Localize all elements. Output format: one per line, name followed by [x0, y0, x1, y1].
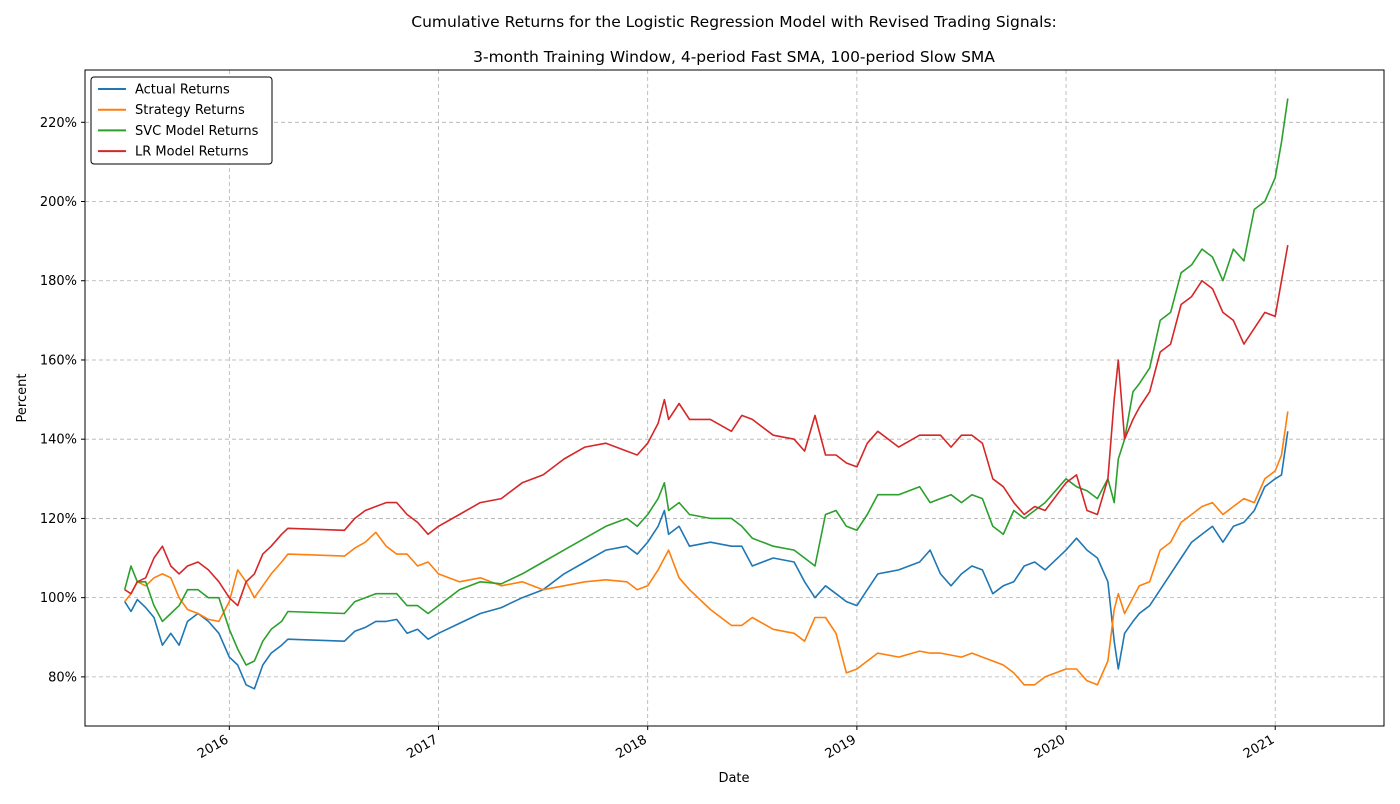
y-tick-label: 160% [40, 353, 77, 368]
series-line-strategy-returns [124, 411, 1289, 686]
chart-title-line-1: Cumulative Returns for the Logistic Regr… [411, 13, 1057, 31]
y-tick-label: 180% [40, 274, 77, 289]
y-tick-label: 120% [40, 512, 77, 527]
y-tick-label: 200% [40, 195, 77, 210]
y-tick-label: 140% [40, 433, 77, 448]
legend-label-actual-returns: Actual Returns [135, 83, 230, 98]
chart-title-line-2: 3-month Training Window, 4-period Fast S… [473, 48, 995, 66]
legend-box [90, 76, 273, 165]
x-tick-label: 2016 [195, 732, 231, 762]
x-tick-label: 2020 [1032, 732, 1068, 762]
plot-frame [84, 69, 1385, 727]
axes [84, 69, 1385, 727]
x-tick-label: 2017 [404, 732, 440, 762]
x-tick-label: 2018 [614, 732, 650, 762]
legend: Actual Returns Strategy Returns SVC Model … [90, 76, 273, 165]
x-axis-label: Date [718, 771, 749, 786]
y-axis-label: Percent [15, 374, 30, 423]
legend-label-strategy-returns: Strategy Returns [135, 103, 245, 118]
series-line-actual-returns [124, 431, 1289, 690]
y-tick-label: 220% [40, 116, 77, 131]
legend-label-lr-model-returns: LR Model Returns [135, 145, 249, 160]
x-tick-label: 2021 [1241, 732, 1277, 762]
y-tick-label: 100% [40, 591, 77, 606]
series-line-svc-model-returns [123, 98, 1289, 666]
series-line-lr-model-returns [124, 244, 1289, 607]
y-tick-label: 80% [48, 670, 77, 685]
legend-label-svc-model-returns: SVC Model Returns [135, 124, 259, 139]
grid-lines [85, 70, 1384, 726]
series-lines [123, 98, 1289, 690]
x-tick-label: 2019 [823, 732, 859, 762]
